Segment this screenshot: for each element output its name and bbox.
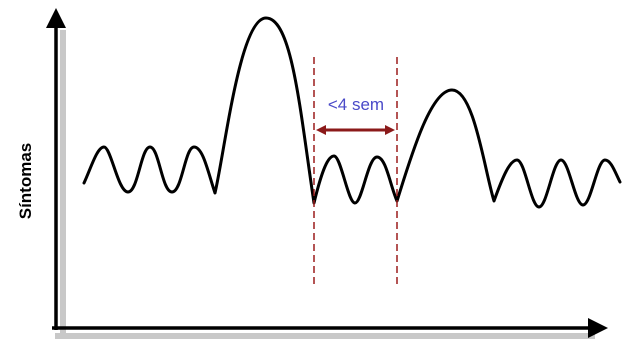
interval-markers bbox=[313, 57, 398, 287]
y-axis-arrowhead bbox=[46, 8, 66, 28]
interval-label: <4 sem bbox=[328, 95, 384, 114]
x-axis bbox=[52, 318, 608, 338]
symptom-curve bbox=[82, 16, 622, 209]
y-axis-label: Síntomas bbox=[16, 143, 35, 220]
y-axis bbox=[46, 8, 66, 330]
axis-shadow bbox=[55, 30, 595, 339]
x-axis-arrowhead bbox=[588, 318, 608, 338]
